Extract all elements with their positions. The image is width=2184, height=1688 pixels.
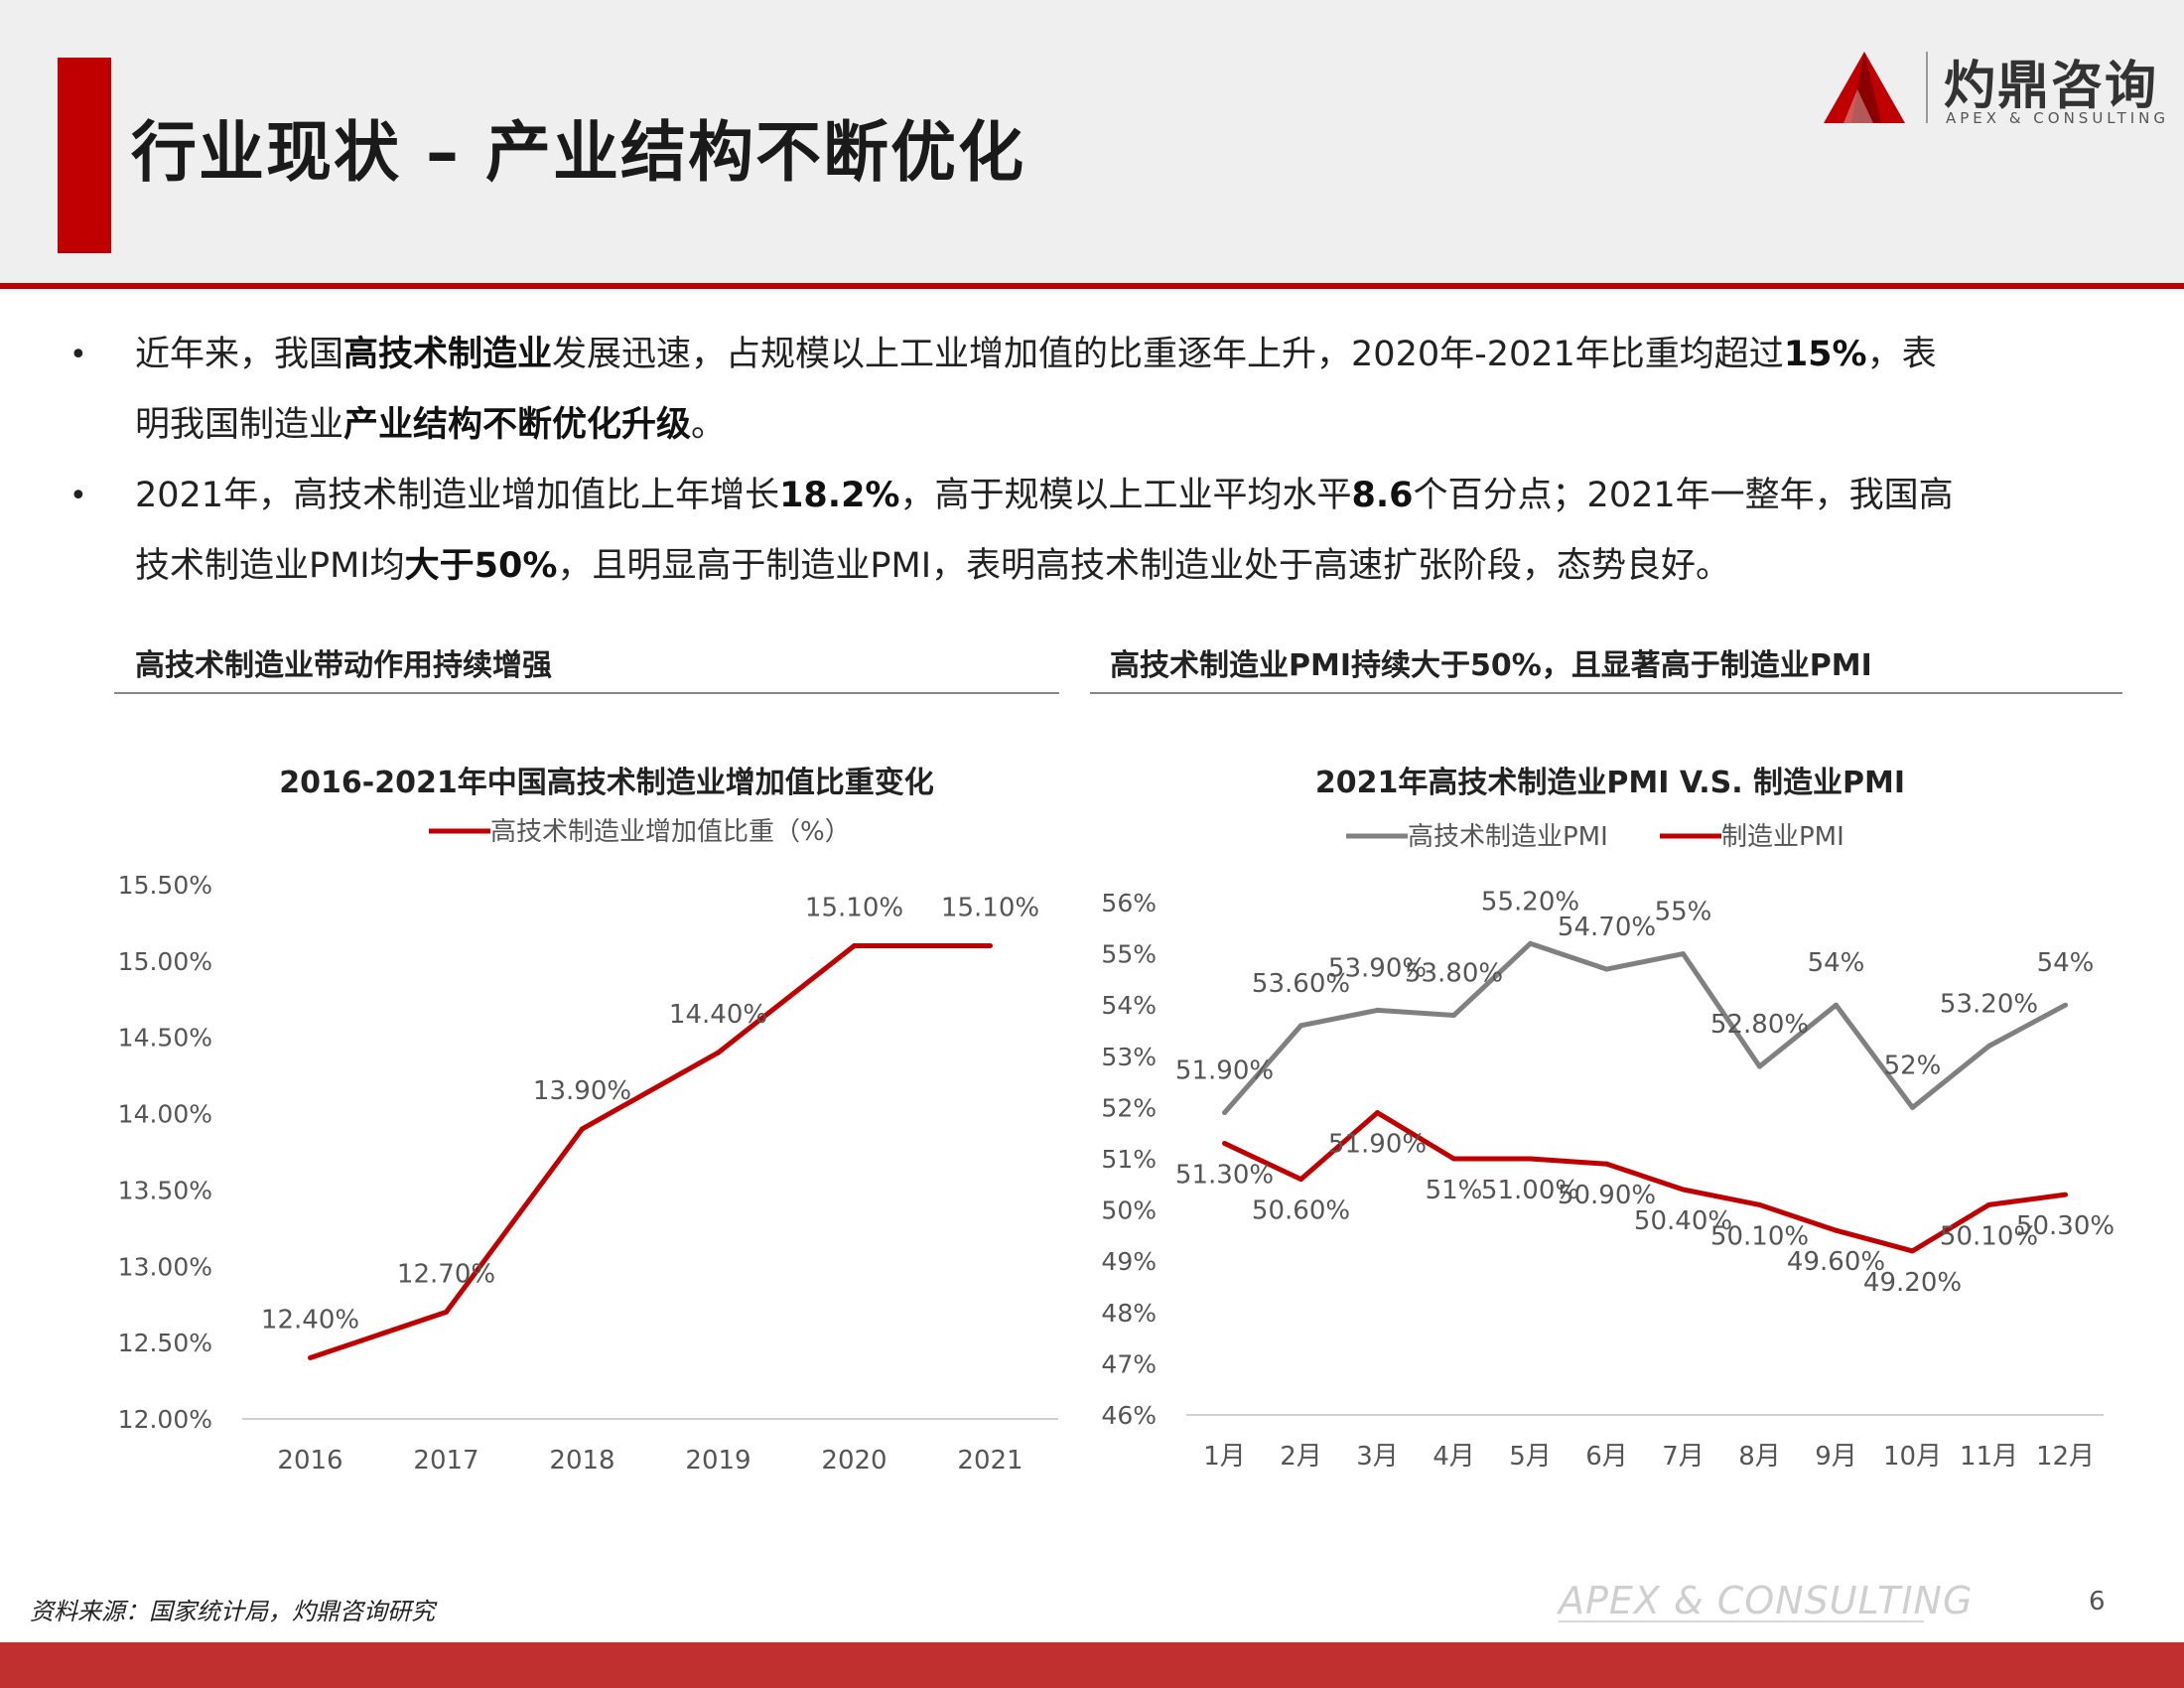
x-tick-label: 2018 — [549, 1446, 614, 1476]
bullet-text: 技术制造业PMI均 — [135, 546, 405, 586]
data-point — [988, 942, 993, 948]
header-rule — [0, 283, 2184, 289]
bullet-emphasis: 高技术制造业 — [343, 335, 553, 374]
y-tick-label: 12.00% — [118, 1405, 212, 1434]
bullet-emphasis: 大于50% — [404, 546, 558, 586]
header-band — [0, 0, 2184, 283]
logo-text-cn: 灼鼎咨询 — [1944, 57, 2159, 116]
footer-brand: APEX & CONSULTING — [1559, 1579, 1974, 1622]
bullet-text: 。 — [691, 405, 727, 445]
left-panel-rule — [114, 692, 1059, 694]
y-tick-label: 15.50% — [118, 871, 212, 900]
data-label: 14.40% — [669, 1000, 767, 1030]
data-point — [852, 942, 857, 948]
logo-text-en: APEX & CONSULTING — [1946, 109, 2170, 127]
source-note: 资料来源：国家统计局，灼鼎咨询研究 — [30, 1598, 435, 1625]
bullet-text: 2021年，高技术制造业增加值比上年增长 — [135, 476, 780, 515]
page-number: 6 — [2089, 1587, 2106, 1617]
bullet-dot-icon: • — [69, 338, 87, 372]
footer-brand-rule — [1559, 1620, 1924, 1622]
bullet-line: 2021年，高技术制造业增加值比上年增长18.2%，高于规模以上工业平均水平8.… — [135, 461, 2134, 531]
y-tick-label: 14.50% — [118, 1024, 212, 1053]
bullet-dot-icon: • — [69, 479, 87, 513]
x-tick-label: 2020 — [821, 1446, 887, 1476]
bullet-line: 技术制造业PMI均大于50%，且明显高于制造业PMI，表明高技术制造业处于高速扩… — [135, 531, 2134, 602]
legend-label: 高技术制造业增加值比重（%） — [490, 817, 851, 847]
y-tick-label: 12.50% — [118, 1329, 212, 1357]
data-label: 12.70% — [397, 1259, 495, 1289]
data-label: 15.10% — [805, 893, 903, 922]
bullet-text: ，高于规模以上工业平均水平 — [899, 476, 1352, 515]
data-point — [308, 1355, 313, 1361]
bullet-text: 发展迅速，占规模以上工业增加值的比重逐年上升，2020年-2021年比重均超过 — [552, 335, 1784, 374]
data-label: 15.10% — [941, 893, 1039, 922]
x-tick-label: 2021 — [957, 1446, 1023, 1476]
bullet-text: ，且明显高于制造业PMI，表明高技术制造业处于高速扩张阶段，态势良好。 — [557, 546, 1731, 586]
x-tick-label: 2016 — [277, 1446, 342, 1476]
right-panel-title: 高技术制造业PMI持续大于50%，且显著高于制造业PMI — [1110, 648, 1872, 683]
y-tick-label: 14.00% — [118, 1100, 212, 1129]
data-label: 13.90% — [533, 1076, 631, 1106]
logo-divider — [1926, 52, 1928, 123]
x-tick-label: 2019 — [685, 1446, 751, 1476]
bullet-line: 明我国制造业产业结构不断优化升级。 — [135, 390, 2134, 461]
bullet-emphasis: 15% — [1783, 335, 1867, 374]
bullet-list: • 近年来，我国高技术制造业发展迅速，占规模以上工业增加值的比重逐年上升，202… — [69, 320, 2134, 602]
bullet-text: 明我国制造业 — [135, 405, 344, 445]
logo-triangle-icon — [1824, 52, 1905, 123]
bullet-emphasis: 8.6 — [1351, 476, 1414, 515]
x-tick-label: 2017 — [413, 1446, 478, 1476]
bottom-band — [0, 1642, 2184, 1688]
bullet-text: ，表 — [1866, 335, 1937, 374]
bullet-text: 近年来，我国 — [135, 335, 344, 374]
bullet-item: • 近年来，我国高技术制造业发展迅速，占规模以上工业增加值的比重逐年上升，202… — [69, 320, 2134, 461]
page-title: 行业现状 – 产业结构不断优化 — [131, 114, 1025, 191]
header-accent-bar — [58, 58, 111, 253]
bullet-text: 个百分点；2021年一整年，我国高 — [1413, 476, 1954, 515]
chart-title: 2016-2021年中国高技术制造业增加值比重变化 — [279, 766, 933, 800]
y-tick-label: 13.00% — [118, 1252, 212, 1281]
right-panel-rule — [1090, 692, 2122, 694]
y-tick-label: 15.00% — [118, 947, 212, 976]
left-panel-title: 高技术制造业带动作用持续增强 — [135, 648, 552, 683]
y-tick-label: 13.50% — [118, 1176, 212, 1204]
bullet-emphasis: 产业结构不断优化升级 — [343, 405, 692, 445]
bullet-item: • 2021年，高技术制造业增加值比上年增长18.2%，高于规模以上工业平均水平… — [69, 461, 2134, 602]
bullet-line: 近年来，我国高技术制造业发展迅速，占规模以上工业增加值的比重逐年上升，2020年… — [135, 320, 2134, 390]
series-line — [309, 943, 991, 1360]
data-point — [444, 1309, 449, 1315]
bullet-emphasis: 18.2% — [779, 476, 900, 515]
data-label: 12.40% — [261, 1306, 359, 1336]
data-point — [716, 1050, 721, 1055]
data-point — [580, 1126, 585, 1132]
